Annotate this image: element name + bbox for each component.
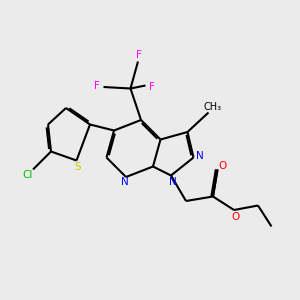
Text: O: O	[219, 161, 227, 171]
Text: N: N	[169, 177, 176, 187]
Text: CH₃: CH₃	[203, 102, 221, 112]
Text: F: F	[136, 50, 142, 61]
Text: O: O	[231, 212, 240, 222]
Text: S: S	[75, 162, 81, 172]
Text: Cl: Cl	[22, 170, 33, 180]
Text: F: F	[149, 82, 155, 92]
Text: F: F	[94, 80, 100, 91]
Text: N: N	[121, 177, 128, 188]
Text: N: N	[196, 151, 204, 161]
